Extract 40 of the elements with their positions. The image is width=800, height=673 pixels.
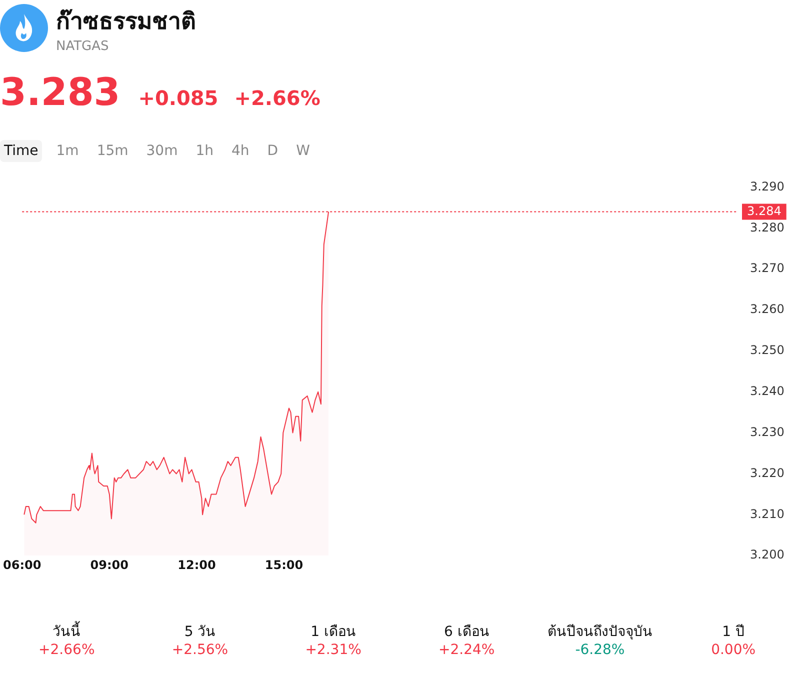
text: 30m <box>145 142 179 161</box>
x-tick-label: 06:00 <box>2 558 42 572</box>
text: วันนี้ <box>52 620 82 642</box>
x-tick-label: 09:00 <box>90 558 129 572</box>
chart-subtitle: NATGAS <box>56 39 109 54</box>
text: +2.24% <box>438 642 496 658</box>
text: 4h <box>230 142 250 161</box>
y-tick-label: 3.260 <box>750 302 784 316</box>
text: 1m <box>55 142 80 161</box>
y-tick-label: 3.250 <box>750 343 784 358</box>
text: 1h <box>194 142 214 161</box>
y-tick-label: 3.220 <box>750 466 784 480</box>
x-tick-label: 12:00 <box>178 558 216 572</box>
text: ต้นปีจนถึงปัจจุบัน <box>546 623 654 642</box>
text: +2.66% <box>38 642 96 658</box>
y-tick-label: 3.290 <box>750 179 784 194</box>
text: 1 ปี <box>721 623 746 642</box>
text: +0.085 <box>138 86 218 110</box>
text: 15m <box>96 142 130 161</box>
text: +2.31% <box>304 642 362 658</box>
y-tick-label: 3.270 <box>750 261 784 276</box>
x-tick-label: 15:00 <box>264 558 304 572</box>
ref-line-label: 3.284 <box>746 204 782 218</box>
text: 3.283 <box>0 70 120 114</box>
y-tick-label: 3.230 <box>750 424 784 439</box>
y-tick-label: 3.240 <box>750 384 784 398</box>
text: -6.28% <box>574 642 626 658</box>
text: +2.56% <box>170 642 230 658</box>
text: Time <box>0 140 42 162</box>
text: 0.00% <box>710 642 757 658</box>
chart-title: ก๊าซธรรมชาติ <box>56 8 196 37</box>
text: W <box>295 142 311 161</box>
text: 5 วัน <box>183 623 217 642</box>
text: 1 เดือน <box>310 623 357 642</box>
y-tick-label: 3.210 <box>750 506 784 521</box>
text: +2.66% <box>234 86 320 110</box>
y-tick-label: 3.280 <box>750 220 784 234</box>
text: D <box>266 142 280 161</box>
y-tick-label: 3.200 <box>750 548 784 562</box>
text: 6 เดือน <box>442 623 490 642</box>
